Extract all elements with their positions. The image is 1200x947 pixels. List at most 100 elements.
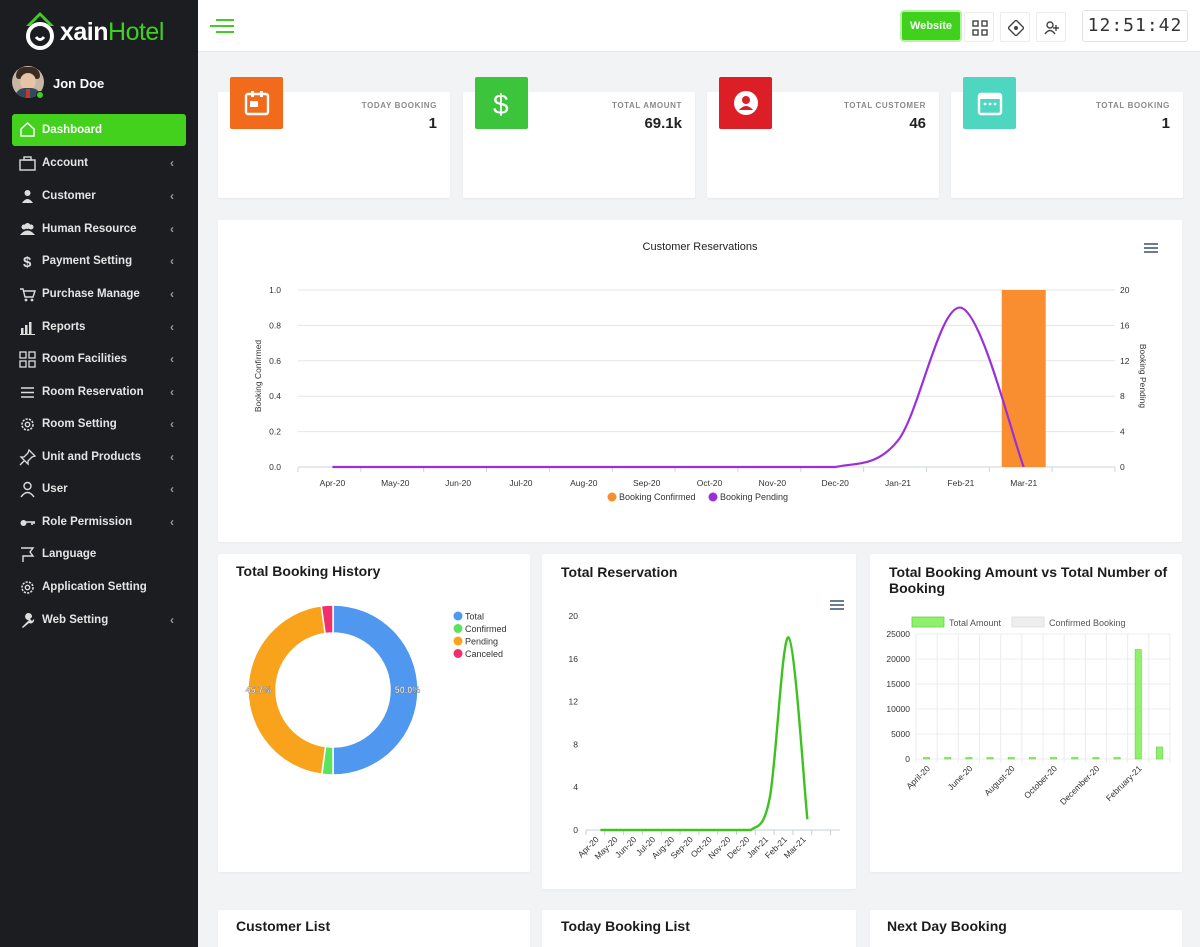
apps-grid-icon[interactable] xyxy=(964,12,994,42)
sidebar-item-human-resource[interactable]: Human Resource ‹ xyxy=(12,214,186,244)
today-booking-panel: Today Booking List xyxy=(542,910,856,947)
sidebar-item-account[interactable]: Account ‹ xyxy=(12,148,186,178)
customer-reservations-panel: Customer Reservations 0.0 0.2 0.4 0.6 0.8 1.0 0… xyxy=(218,220,1182,542)
stat-card-total-customer[interactable]: TOTAL CUSTOMER 46 xyxy=(707,77,939,198)
amount-vs-booking-title: Total Booking Amount vs Total Number of … xyxy=(889,564,1168,596)
legend-marker-booking-pending xyxy=(708,492,718,502)
chevron-left-icon: ‹ xyxy=(170,156,174,170)
amount-vs-booking-panel: Total Booking Amount vs Total Number of … xyxy=(870,554,1182,872)
user-icon xyxy=(19,188,36,205)
user-outline-icon xyxy=(19,481,36,498)
stat-value: 69.1k xyxy=(644,115,682,132)
sidebar-item-customer[interactable]: Customer ‹ xyxy=(12,181,186,211)
x-tick-label: October-20 xyxy=(1022,763,1059,800)
gear-icon xyxy=(19,416,36,433)
sidebar-item-label: Payment Setting xyxy=(42,255,133,267)
add-user-icon[interactable] xyxy=(1036,12,1066,42)
line-booking-pending xyxy=(332,306,1025,469)
legend-label-booking-pending: Booking Pending xyxy=(720,492,788,502)
sidebar-item-payment-setting[interactable]: $ Payment Setting ‹ xyxy=(12,246,186,276)
sidebar-item-application-setting[interactable]: Application Setting xyxy=(12,572,186,602)
y-left-tick-label: 0.2 xyxy=(269,427,281,437)
stat-card-total-booking[interactable]: TOTAL BOOKING 1 xyxy=(951,77,1183,198)
amount-vs-booking-chart: Total Amount Confirmed Booking 0 5000 10000 1… xyxy=(886,616,1171,807)
bar-total-amount xyxy=(923,757,931,760)
briefcase-icon xyxy=(19,155,36,172)
legend-label-canceled: Canceled xyxy=(465,649,503,659)
chevron-left-icon: ‹ xyxy=(170,450,174,464)
calendar-icon xyxy=(230,77,283,129)
bar-total-amount xyxy=(1028,757,1036,760)
sidebar-item-web-setting[interactable]: Web Setting ‹ xyxy=(12,605,186,635)
y-left-tick-label: 1.0 xyxy=(269,285,281,295)
y-left-axis-label: Booking Confirmed xyxy=(253,340,263,413)
x-tick-label: Mar-21 xyxy=(1010,478,1037,488)
booking-history-chart: 50.0% 45.7% Total Confirmed Pending Canceled xyxy=(246,604,507,776)
sidebar-item-role-permission[interactable]: Role Permission ‹ xyxy=(12,507,186,537)
sidebar-item-language[interactable]: Language xyxy=(12,539,186,569)
x-tick-label: February-21 xyxy=(1104,763,1144,803)
menu-toggle-icon[interactable] xyxy=(210,17,234,35)
bar-total-amount xyxy=(1113,757,1121,760)
users-icon xyxy=(19,221,36,238)
sidebar-item-label: Room Setting xyxy=(42,418,117,430)
bar-total-amount xyxy=(1134,649,1142,760)
key-icon xyxy=(19,514,36,531)
bar-total-amount xyxy=(986,757,994,760)
sidebar-item-user[interactable]: User ‹ xyxy=(12,474,186,504)
sidebar-item-room-facilities[interactable]: Room Facilities ‹ xyxy=(12,344,186,374)
calendar-dots-icon xyxy=(963,77,1016,129)
chevron-left-icon: ‹ xyxy=(170,515,174,529)
stat-card-today-booking[interactable]: TODAY BOOKING 1 xyxy=(218,77,450,198)
chevron-left-icon: ‹ xyxy=(170,352,174,366)
total-reservation-chart: 048121620Apr-20May-20Jun-20Jul-20Aug-20S… xyxy=(569,611,840,861)
sidebar-item-room-reservation[interactable]: Room Reservation ‹ xyxy=(12,377,186,407)
sidebar-item-label: Unit and Products xyxy=(42,451,142,463)
reservation-menu-icon[interactable] xyxy=(830,600,844,610)
app-name-part1: xain xyxy=(60,18,109,46)
pie-data-label: 50.0% xyxy=(395,685,421,695)
stat-card-total-amount[interactable]: $ TOTAL AMOUNT 69.1k xyxy=(463,77,695,198)
stat-label: TOTAL AMOUNT xyxy=(611,101,682,110)
customer-reservations-chart: Customer Reservations 0.0 0.2 0.4 0.6 0.8 1.0 0… xyxy=(253,241,1148,502)
y-tick-label: 12 xyxy=(569,697,579,707)
app-logo[interactable]: xainHotel xyxy=(24,8,184,50)
x-tick-label: Oct-20 xyxy=(697,478,723,488)
x-tick-label: Jan-21 xyxy=(885,478,911,488)
bar-total-amount xyxy=(1007,757,1015,760)
y-tick-label: 20 xyxy=(569,611,579,621)
sidebar: xainHotel Jon Doe Dashboard Account ‹ Custo… xyxy=(0,0,198,947)
pin-icon xyxy=(19,448,37,466)
website-button[interactable]: Website xyxy=(902,12,960,40)
stat-value: 1 xyxy=(1161,115,1170,132)
dollar-icon: $ xyxy=(19,253,36,271)
app-name-part2: Hotel xyxy=(108,18,164,46)
sidebar-item-dashboard[interactable]: Dashboard xyxy=(12,114,186,146)
y-right-tick-label: 12 xyxy=(1120,356,1130,366)
y-right-tick-label: 0 xyxy=(1120,462,1125,472)
bar-total-amount xyxy=(965,757,973,760)
house-logo-icon xyxy=(26,12,54,50)
sidebar-item-purchase-manage[interactable]: Purchase Manage ‹ xyxy=(12,279,186,309)
stat-label: TOTAL CUSTOMER xyxy=(843,101,926,110)
x-tick-label: Jun-20 xyxy=(613,834,639,860)
chevron-left-icon: ‹ xyxy=(170,189,174,203)
x-tick-label: Nov-20 xyxy=(759,478,787,488)
chevron-left-icon: ‹ xyxy=(170,254,174,268)
sidebar-item-room-setting[interactable]: Room Setting ‹ xyxy=(12,409,186,439)
sidebar-item-unit-and-products[interactable]: Unit and Products ‹ xyxy=(12,442,186,472)
svg-text:$: $ xyxy=(23,254,32,270)
customer-list-title: Customer List xyxy=(236,918,331,934)
move-icon[interactable] xyxy=(1000,12,1030,42)
bar-total-amount xyxy=(1071,757,1079,760)
bar-total-amount xyxy=(944,757,952,760)
online-status-icon xyxy=(36,91,44,99)
user-profile[interactable]: Jon Doe xyxy=(12,66,192,100)
sidebar-item-reports[interactable]: Reports ‹ xyxy=(12,312,186,342)
chart-menu-icon[interactable] xyxy=(1144,243,1158,253)
wrench-icon xyxy=(19,612,36,629)
x-tick-label: Sep-20 xyxy=(633,478,661,488)
next-day-booking-panel: Next Day Booking xyxy=(870,910,1182,947)
y-right-tick-label: 16 xyxy=(1120,320,1130,330)
legend-label-total: Total xyxy=(465,612,484,622)
